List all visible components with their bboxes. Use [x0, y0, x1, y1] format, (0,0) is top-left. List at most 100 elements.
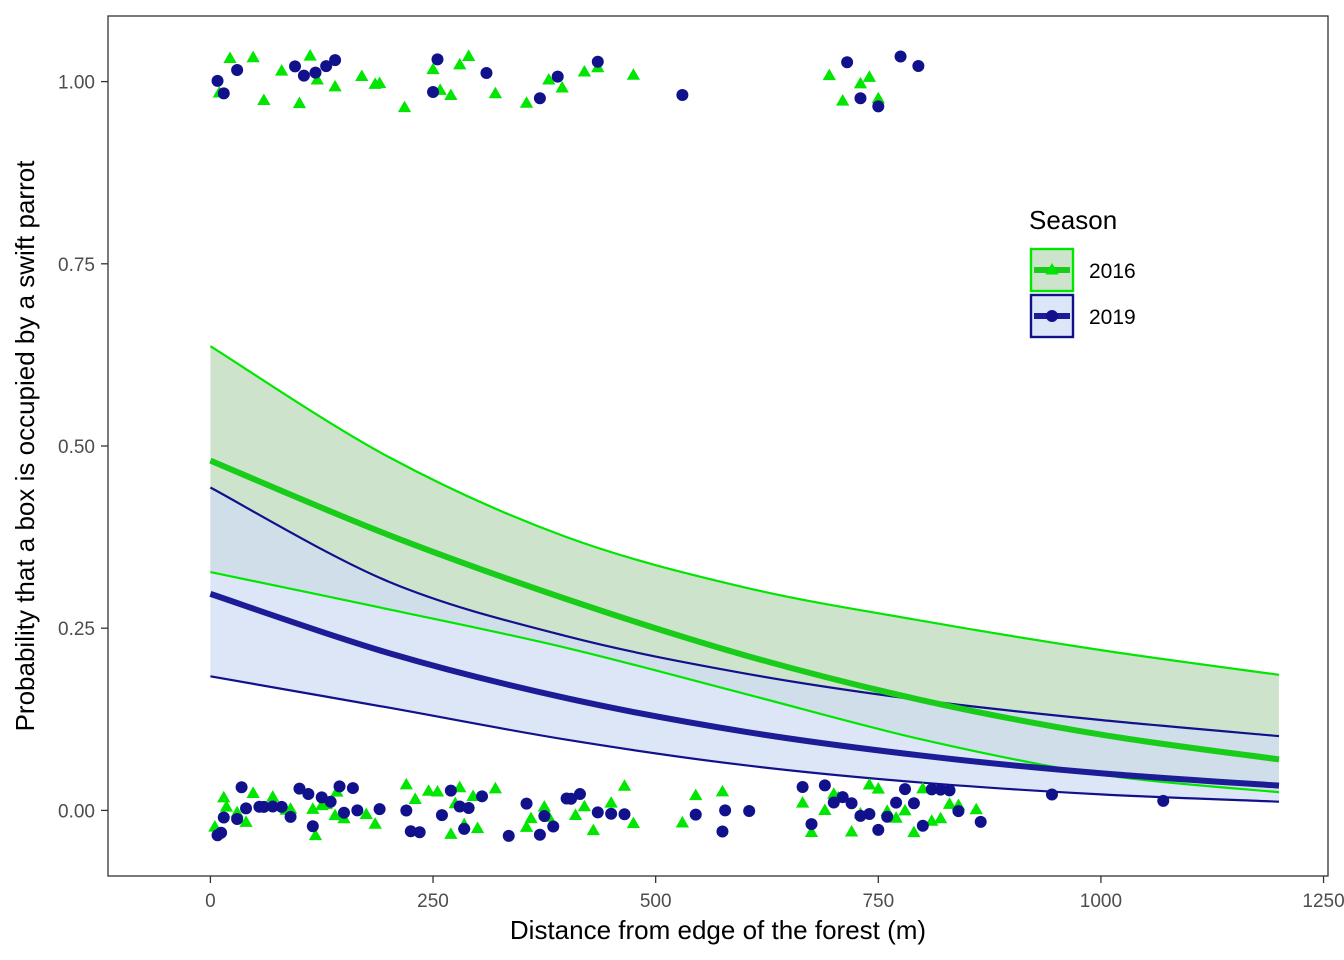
point-2019	[297, 69, 310, 82]
point-2016	[604, 796, 618, 808]
point-2019	[211, 74, 224, 87]
point-2016	[586, 823, 600, 836]
point-2016	[246, 786, 260, 798]
point-2019	[351, 804, 364, 817]
point-2016	[257, 93, 271, 106]
point-2019	[231, 64, 244, 77]
point-2019	[916, 819, 929, 832]
point-2019	[1157, 794, 1170, 807]
legend: Season 2016 2019	[1029, 205, 1136, 339]
point-2016	[524, 811, 538, 824]
x-axis-ticks: 0 250 500 750 1000 1250	[205, 876, 1344, 912]
point-2016	[862, 777, 877, 790]
point-2019	[444, 784, 457, 797]
point-2019	[872, 823, 885, 836]
point-2019	[533, 828, 546, 841]
point-2016	[626, 816, 641, 829]
point-2016	[359, 807, 373, 820]
point-2016	[871, 782, 885, 794]
point-2016	[372, 76, 387, 89]
point-2016	[368, 817, 382, 829]
point-2016	[804, 825, 819, 837]
legend-title: Season	[1029, 205, 1117, 235]
point-2016	[217, 790, 231, 803]
point-2019	[818, 779, 831, 792]
point-2019	[551, 70, 564, 83]
y-axis-ticks: 0.00 0.25 0.50 0.75 1.00	[58, 73, 108, 822]
point-2019	[275, 800, 288, 813]
point-2016	[397, 100, 412, 113]
point-2019	[872, 100, 885, 113]
y-tick-label: 0.75	[58, 255, 95, 276]
point-2016	[421, 784, 436, 796]
x-axis-title: Distance from edge of the forest (m)	[510, 915, 926, 945]
x-tick-label: 1250	[1302, 891, 1344, 912]
point-2016	[519, 820, 534, 832]
point-2016	[274, 64, 289, 76]
point-2019	[320, 60, 333, 73]
point-2016	[292, 96, 307, 109]
point-2019	[346, 782, 359, 795]
legend-label-2016: 2016	[1089, 260, 1136, 283]
point-2016	[453, 57, 467, 70]
point-2019	[854, 92, 867, 105]
point-2019	[573, 788, 586, 801]
point-2019	[480, 66, 493, 79]
point-2019	[676, 89, 689, 102]
point-2016	[306, 802, 320, 814]
point-2019	[520, 797, 533, 810]
point-2019	[435, 809, 448, 822]
point-2019	[413, 826, 426, 839]
point-2019	[533, 92, 546, 105]
y-tick-label: 0.00	[58, 801, 95, 822]
point-2019	[716, 825, 729, 838]
point-2016	[555, 80, 569, 93]
point-2016	[408, 792, 422, 804]
point-2019	[266, 800, 279, 813]
point-2019	[538, 809, 551, 822]
point-2019	[836, 791, 849, 804]
point-2019	[827, 796, 840, 809]
point-2019	[689, 808, 702, 821]
point-2019	[890, 796, 903, 809]
point-2016	[223, 51, 237, 64]
x-tick-label: 1000	[1080, 891, 1122, 912]
point-2019	[943, 784, 956, 797]
point-2016	[617, 779, 632, 791]
point-2016	[818, 803, 832, 816]
point-2019	[427, 86, 440, 99]
point-2019	[324, 795, 337, 808]
jittered-observations	[208, 49, 1170, 842]
point-2016	[488, 86, 503, 99]
point-2019	[719, 804, 732, 817]
point-2016	[836, 94, 850, 106]
point-2019	[306, 820, 319, 833]
point-2019	[881, 810, 894, 823]
point-2016	[266, 790, 280, 802]
point-2016	[470, 821, 485, 834]
y-tick-label: 1.00	[58, 73, 95, 94]
x-tick-label: 0	[205, 891, 216, 912]
ci-upper-line-2016	[209, 345, 1280, 676]
point-2016	[577, 64, 592, 77]
point-2016	[822, 68, 836, 81]
point-2019	[333, 780, 346, 793]
point-2016	[675, 815, 690, 828]
point-2019	[925, 783, 938, 796]
fit-line-2019	[209, 591, 1280, 789]
point-2016	[430, 784, 445, 797]
point-2016	[715, 784, 730, 797]
point-2019	[1045, 788, 1058, 801]
point-2016	[488, 781, 503, 794]
point-2016	[328, 808, 342, 821]
point-2016	[246, 50, 260, 63]
point-2019	[289, 60, 302, 73]
point-2019	[302, 788, 315, 801]
point-2019	[458, 822, 471, 835]
point-2019	[618, 808, 631, 821]
point-2016	[542, 72, 556, 85]
point-2019	[329, 54, 342, 67]
point-2016	[795, 796, 810, 808]
point-2019	[974, 815, 987, 828]
